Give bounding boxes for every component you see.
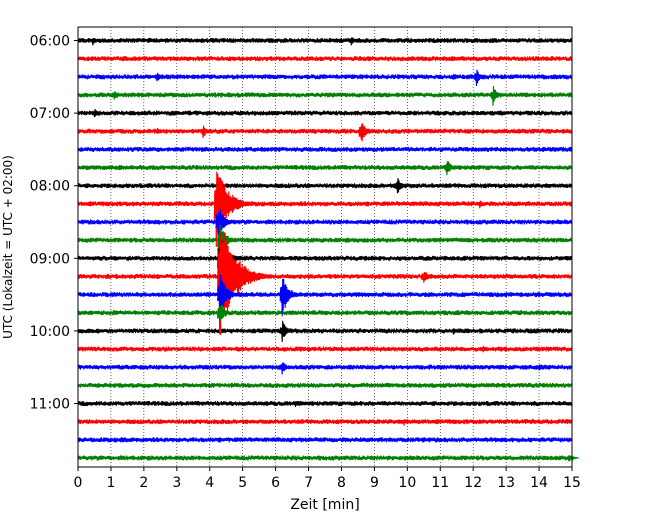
event-burst	[394, 177, 411, 194]
trace-line	[77, 327, 573, 335]
trace-line	[77, 218, 573, 226]
event-burst	[450, 73, 464, 80]
y-tick-label: 09:00	[30, 251, 70, 267]
y-tick-label: 11:00	[30, 397, 70, 413]
trace-line	[77, 146, 573, 153]
x-tick-label: 7	[304, 475, 313, 491]
trace-line	[77, 273, 573, 280]
x-tick-label: 5	[238, 475, 247, 491]
event-burst	[480, 345, 494, 353]
x-axis: 0 1 2 3 4 5 6 7 8 9 10 11 12 13 14 15	[74, 467, 581, 491]
trace-line	[77, 255, 573, 262]
event-burst	[91, 108, 105, 118]
trace-line	[77, 382, 573, 389]
x-tick-label: 13	[497, 475, 515, 491]
trace-line	[77, 37, 573, 44]
trace-line	[77, 73, 573, 80]
event-burst	[90, 37, 104, 46]
x-tick-label: 4	[205, 475, 214, 491]
x-tick-label: 15	[563, 475, 581, 491]
x-tick-label: 9	[370, 475, 379, 491]
trace-line	[77, 182, 573, 189]
y-tick-label: 10:00	[30, 324, 70, 340]
event-burst	[473, 69, 490, 87]
x-tick-label: 0	[74, 475, 83, 491]
y-tick-label: 06:00	[30, 34, 70, 50]
trace-line	[77, 109, 573, 117]
event-burst	[217, 274, 244, 312]
event-burst	[421, 271, 437, 283]
event-burst	[348, 37, 362, 46]
event-burst	[200, 125, 215, 139]
vertical-grid	[110, 27, 540, 467]
trace-line	[77, 436, 573, 443]
x-tick-label: 11	[431, 475, 449, 491]
trace-line	[77, 346, 573, 353]
event-burst	[450, 328, 464, 335]
event-burst	[111, 91, 125, 100]
x-tick-label: 2	[139, 475, 148, 491]
event-burst	[490, 86, 507, 106]
trace-line	[77, 454, 573, 462]
x-tick-label: 14	[530, 475, 548, 491]
seismic-events	[90, 37, 579, 462]
trace-line	[77, 237, 573, 244]
event-burst	[566, 454, 579, 462]
trace-line	[77, 127, 573, 135]
trace-line	[77, 92, 573, 99]
event-burst	[279, 362, 295, 375]
event-burst	[215, 209, 239, 240]
event-burst	[477, 200, 491, 209]
x-tick-label: 8	[337, 475, 346, 491]
y-tick-label: 08:00	[30, 179, 70, 195]
event-burst	[292, 400, 306, 408]
x-tick-label: 3	[172, 475, 181, 491]
event-burst	[154, 72, 168, 82]
event-burst	[444, 161, 461, 176]
trace-line	[77, 418, 573, 425]
trace-line	[77, 309, 573, 316]
event-burst	[213, 171, 255, 247]
plot-frame	[77, 26, 573, 468]
trace-line	[77, 364, 573, 371]
trace-line	[77, 164, 573, 171]
y-axis-label: UTC (Lokalzeit = UTC + 02:00)	[1, 155, 15, 339]
event-burst	[401, 418, 415, 426]
event-burst	[154, 127, 168, 135]
x-tick-label: 10	[398, 475, 416, 491]
trace-line	[77, 291, 573, 298]
x-tick-label: 1	[106, 475, 115, 491]
y-tick-label: 07:00	[30, 106, 70, 122]
x-axis-label: Zeit [min]	[290, 497, 359, 513]
trace-line	[77, 55, 573, 62]
event-burst	[217, 224, 241, 258]
event-burst	[358, 123, 378, 142]
event-burst	[217, 304, 237, 324]
event-burst	[118, 437, 131, 443]
event-burst	[279, 320, 297, 342]
trace-line	[77, 200, 573, 207]
y-axis: 06:00 07:00 08:00 09:00 10:00 11:00	[30, 34, 78, 413]
seismic-traces	[77, 37, 573, 462]
event-burst	[279, 278, 304, 317]
event-burst	[536, 364, 550, 371]
x-tick-label: 6	[271, 475, 280, 491]
x-tick-label: 12	[464, 475, 482, 491]
trace-line	[77, 400, 573, 407]
event-burst	[217, 232, 272, 335]
